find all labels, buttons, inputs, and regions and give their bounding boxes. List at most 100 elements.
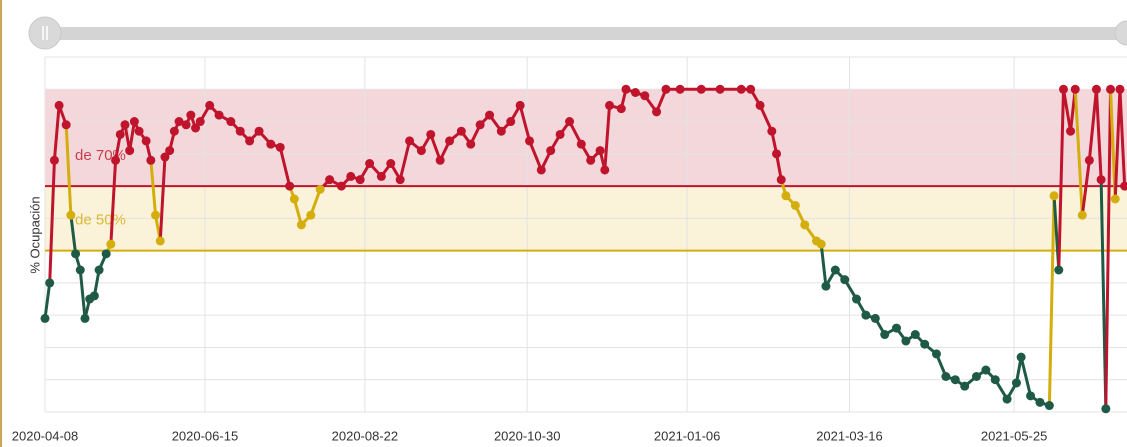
- data-point: [115, 129, 125, 139]
- data-point: [1054, 265, 1064, 275]
- data-point: [141, 136, 151, 146]
- data-point: [435, 155, 445, 165]
- data-point: [296, 220, 306, 230]
- data-point: [1035, 397, 1045, 407]
- data-point: [621, 84, 631, 94]
- data-point: [456, 126, 466, 136]
- data-point: [600, 165, 610, 175]
- data-point: [715, 84, 725, 94]
- data-point: [755, 100, 765, 110]
- line-segment: [1080, 160, 1091, 216]
- data-point: [266, 139, 276, 149]
- data-point: [195, 117, 205, 127]
- line-segment: [43, 282, 52, 319]
- data-point: [630, 88, 640, 97]
- data-point: [445, 136, 455, 146]
- data-point: [186, 110, 196, 120]
- data-point: [870, 313, 880, 323]
- data-point: [1101, 404, 1111, 414]
- data-point: [586, 155, 596, 165]
- data-point: [661, 84, 671, 94]
- data-point: [1096, 175, 1106, 185]
- data-point: [160, 152, 170, 162]
- data-point: [781, 191, 791, 201]
- line-segment: [78, 269, 87, 319]
- data-point: [346, 171, 356, 181]
- data-point: [1120, 181, 1127, 191]
- plot-marks: [40, 84, 1127, 414]
- data-point: [1002, 394, 1012, 404]
- range-slider-handle[interactable]: [28, 16, 62, 50]
- x-tick-label: 2021-03-16: [816, 428, 883, 443]
- data-point: [515, 100, 525, 110]
- data-point: [525, 136, 535, 146]
- data-point: [576, 139, 586, 149]
- data-point: [376, 171, 386, 181]
- plot-background: 2020-04-08 2020-06-15 2020-08-22 2020-10-30…: [12, 56, 1127, 443]
- data-point: [416, 146, 426, 156]
- data-point: [816, 239, 826, 249]
- data-point: [910, 330, 920, 340]
- data-point: [151, 210, 161, 220]
- line-segment: [1073, 89, 1084, 216]
- data-point: [605, 100, 615, 110]
- data-point: [226, 117, 236, 127]
- data-point: [696, 84, 706, 94]
- data-point: [595, 146, 605, 156]
- data-point: [920, 339, 930, 349]
- range-slider-track[interactable]: [45, 27, 1125, 40]
- data-point: [129, 117, 139, 127]
- line-segment: [69, 214, 78, 255]
- data-point: [555, 129, 565, 139]
- data-point: [1026, 391, 1036, 401]
- data-point: [1106, 84, 1116, 94]
- data-point: [640, 91, 650, 101]
- data-point: [901, 336, 911, 346]
- data-point: [235, 126, 245, 136]
- data-point: [931, 349, 941, 359]
- data-point: [165, 146, 175, 156]
- line-segment: [1118, 89, 1127, 187]
- data-point: [94, 265, 104, 275]
- line-segment: [1087, 89, 1098, 161]
- data-point: [1016, 352, 1026, 362]
- line-segment: [48, 160, 56, 283]
- line-segment: [603, 105, 612, 171]
- line-segment: [1113, 89, 1122, 200]
- data-point: [776, 175, 786, 185]
- data-point: [365, 159, 375, 168]
- data-point: [134, 126, 144, 136]
- line-segment: [64, 124, 73, 216]
- data-point: [111, 155, 121, 165]
- line-segment: [158, 156, 167, 242]
- data-point: [736, 84, 746, 94]
- data-point: [1044, 401, 1054, 411]
- data-point: [950, 375, 960, 385]
- data-point: [1084, 155, 1094, 165]
- data-point: [426, 129, 436, 139]
- data-point: [174, 117, 184, 127]
- threshold-label: de 50%: [75, 212, 126, 229]
- data-point: [45, 278, 55, 288]
- data-point: [245, 136, 255, 146]
- line-segment: [398, 140, 412, 180]
- range-slider-handle[interactable]: [1114, 20, 1127, 46]
- data-point: [830, 265, 840, 275]
- data-point: [181, 120, 191, 130]
- data-point: [169, 126, 179, 136]
- x-tick-label: 2020-08-22: [332, 428, 399, 443]
- data-point: [1011, 378, 1021, 388]
- data-point: [306, 210, 316, 220]
- data-point: [120, 120, 130, 130]
- data-point: [49, 155, 59, 165]
- line-segment: [518, 105, 531, 142]
- data-point: [355, 175, 365, 185]
- data-point: [1077, 210, 1087, 220]
- line-segment: [819, 244, 828, 287]
- data-point: [205, 100, 215, 110]
- line-segment: [309, 188, 322, 216]
- data-point: [155, 236, 165, 246]
- line-segment: [128, 121, 136, 151]
- data-point: [275, 142, 285, 152]
- x-tick-label: 2020-10-30: [494, 428, 561, 443]
